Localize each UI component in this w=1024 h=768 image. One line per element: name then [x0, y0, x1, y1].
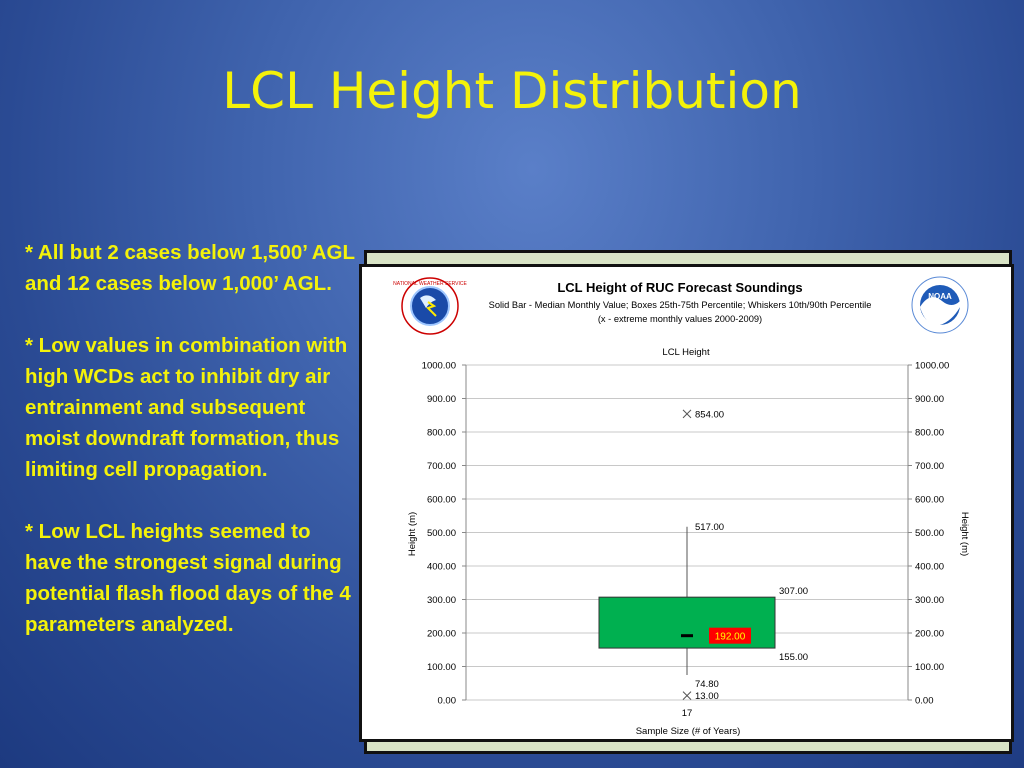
x-axis-label: Sample Size (# of Years)	[636, 726, 741, 737]
y2-tick-label: 400.00	[915, 562, 944, 573]
svg-text:NATIONAL WEATHER SERVICE: NATIONAL WEATHER SERVICE	[393, 281, 467, 287]
extreme-high-marker	[682, 409, 692, 419]
y2-tick-label: 200.00	[915, 629, 944, 640]
chart-header-subtitle: Solid Bar - Median Monthly Value; Boxes …	[489, 300, 872, 310]
y2-tick-label: 500.00	[915, 528, 944, 539]
extreme-low-label: 13.00	[695, 691, 719, 702]
median-label: 192.00	[715, 632, 746, 643]
y-tick-label: 800.00	[427, 428, 456, 439]
y2-tick-label: 100.00	[915, 662, 944, 673]
y-tick-label: 100.00	[427, 662, 456, 673]
chart-frame: NATIONAL WEATHER SERVICE NOAA LCL Height…	[359, 264, 1014, 742]
slide-title: LCL Height Distribution	[222, 62, 802, 120]
median-bar	[681, 634, 693, 638]
noaa-logo: NOAA	[911, 276, 969, 334]
extreme-high-label: 854.00	[695, 409, 724, 420]
q1-label: 155.00	[779, 652, 808, 663]
plot-title: LCL Height	[662, 347, 710, 358]
y-tick-label: 400.00	[427, 562, 456, 573]
y-tick-label: 200.00	[427, 629, 456, 640]
y-tick-label: 1000.00	[422, 361, 456, 372]
chart-header-title: LCL Height of RUC Forecast Soundings	[557, 280, 802, 295]
x-category-label: 17	[682, 708, 693, 719]
y-tick-label: 900.00	[427, 394, 456, 405]
y-tick-label: 0.00	[438, 696, 457, 707]
bullet-item: * Low values in combination with high WC…	[25, 334, 348, 481]
noaa-logo-text: NOAA	[928, 292, 952, 301]
whisker-low-label: 74.80	[695, 679, 719, 690]
box-plot-chart: NATIONAL WEATHER SERVICE NOAA LCL Height…	[393, 276, 970, 737]
y2-tick-label: 800.00	[915, 428, 944, 439]
y-tick-label: 300.00	[427, 595, 456, 606]
y-tick-label: 500.00	[427, 528, 456, 539]
bullet-item: * All but 2 cases below 1,500’ AGL and 1…	[25, 241, 355, 295]
y2-axis-label: Height (m)	[959, 512, 970, 556]
y2-tick-label: 0.00	[915, 696, 934, 707]
q3-label: 307.00	[779, 586, 808, 597]
y-axis-label: Height (m)	[407, 512, 418, 556]
chart-header-subtitle2: (x - extreme monthly values 2000-2009)	[598, 314, 762, 324]
y-tick-label: 700.00	[427, 461, 456, 472]
y-tick-label: 600.00	[427, 495, 456, 506]
extreme-low-marker	[682, 691, 692, 700]
y2-tick-label: 900.00	[915, 394, 944, 405]
y2-tick-label: 700.00	[915, 461, 944, 472]
nws-logo: NATIONAL WEATHER SERVICE	[393, 277, 468, 335]
bullet-list: * All but 2 cases below 1,500’ AGL and 1…	[25, 237, 355, 671]
whisker-high-label: 517.00	[695, 522, 724, 533]
median-label-box	[709, 627, 751, 644]
y2-tick-label: 300.00	[915, 595, 944, 606]
y2-tick-label: 600.00	[915, 495, 944, 506]
bullet-item: * Low LCL heights seemed to have the str…	[25, 520, 351, 636]
y2-tick-label: 1000.00	[915, 361, 949, 372]
